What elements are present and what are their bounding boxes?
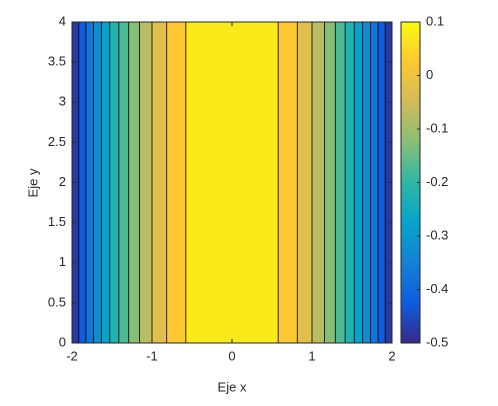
contour-band — [118, 22, 129, 343]
x-tick-label: 0 — [228, 348, 235, 363]
colorbar-tick-label: -0.1 — [426, 120, 448, 135]
y-tick-label: 3.5 — [48, 54, 66, 69]
y-tick-label: 4 — [59, 13, 66, 28]
y-tick-label: 2 — [59, 174, 66, 189]
contour-band — [109, 22, 119, 343]
colorbar-tick-label: -0.3 — [426, 227, 448, 242]
contour-band — [185, 22, 279, 343]
colorbar-tick-label: 0.1 — [426, 13, 444, 28]
contour-band — [312, 22, 325, 343]
contour-band — [101, 22, 110, 343]
contour-band — [370, 22, 379, 343]
y-tick-label: 2.5 — [48, 134, 66, 149]
y-tick-label: 1 — [59, 254, 66, 269]
contour-band — [152, 22, 167, 343]
contour-band — [335, 22, 346, 343]
colorbar-tick-label: -0.4 — [426, 281, 448, 296]
y-axis-label: Eje y — [25, 168, 40, 197]
x-tick-label: -1 — [146, 348, 158, 363]
y-tick-label: 1.5 — [48, 214, 66, 229]
contour-band — [93, 22, 102, 343]
x-tick-label: -2 — [66, 348, 78, 363]
contour-band — [324, 22, 336, 343]
colorbar-tick-label: -0.5 — [426, 334, 448, 349]
contour-band — [345, 22, 355, 343]
contour-band — [278, 22, 298, 343]
colorbar-tick-label: -0.2 — [426, 174, 448, 189]
colorbar-tick-label: 0 — [426, 67, 433, 82]
contour-band — [139, 22, 152, 343]
contour-band — [297, 22, 312, 343]
x-axis-label: Eje x — [218, 379, 247, 394]
contour-band — [354, 22, 363, 343]
contour-band — [378, 22, 386, 343]
y-tick-label: 0 — [59, 334, 66, 349]
contour-band — [166, 22, 186, 343]
contour-band — [78, 22, 86, 343]
y-tick-label: 0.5 — [48, 294, 66, 309]
contour-band — [128, 22, 140, 343]
contour-band — [362, 22, 371, 343]
x-tick-label: 1 — [308, 348, 315, 363]
x-tick-label: 2 — [388, 348, 395, 363]
contour-band — [85, 22, 94, 343]
y-tick-label: 3 — [59, 94, 66, 109]
